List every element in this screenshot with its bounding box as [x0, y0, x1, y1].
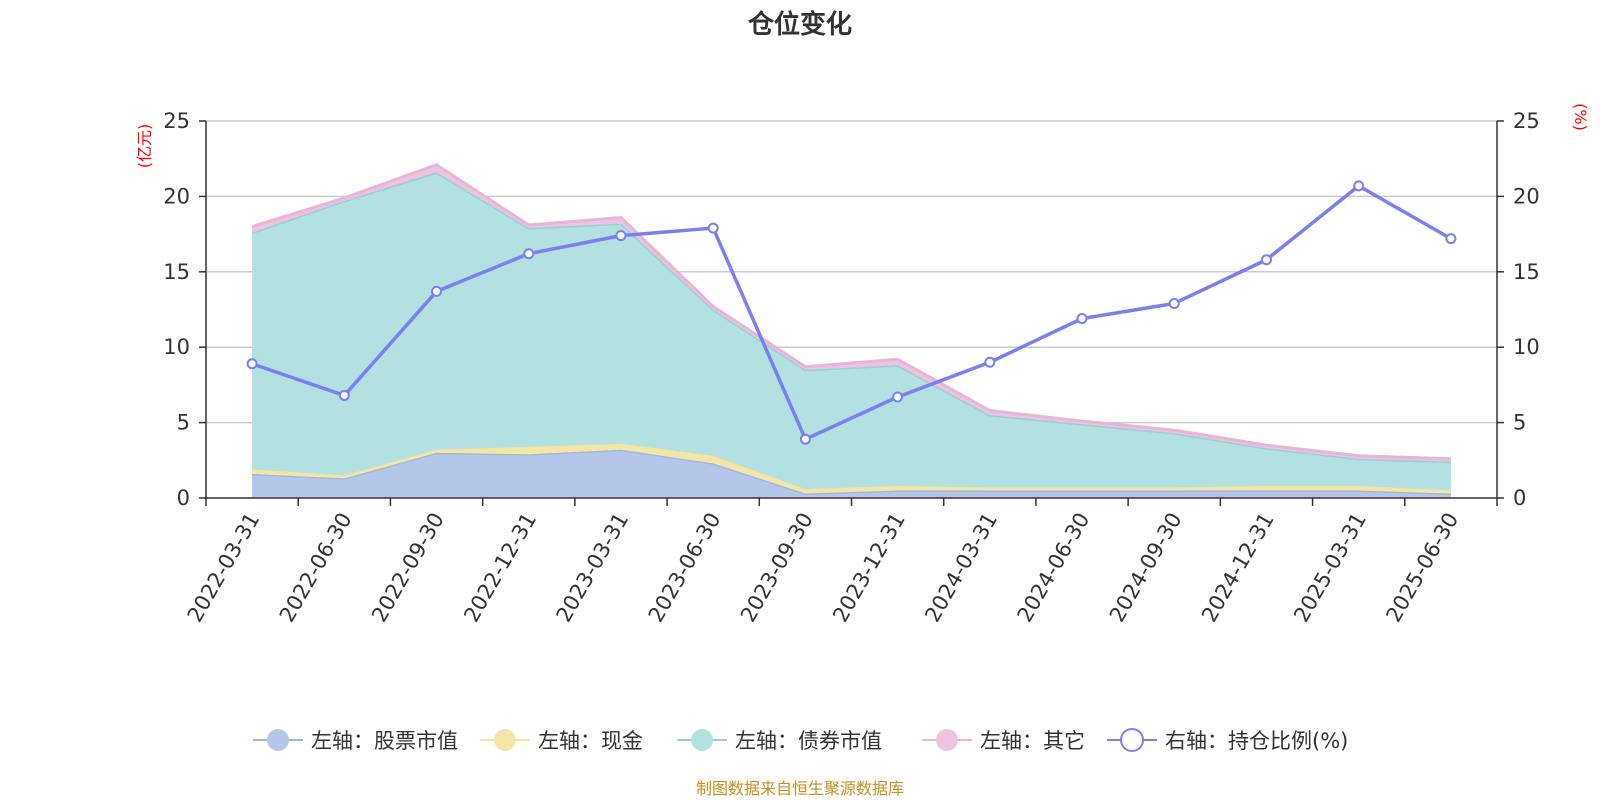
x-axis-tick-label: 2022-12-31: [459, 509, 541, 627]
x-axis-tick-label: 2024-03-31: [920, 509, 1002, 627]
area-series-4-edge: [251, 163, 1451, 461]
x-axis-tick-label: 2023-09-30: [736, 509, 818, 627]
legend-label: 左轴：现金: [538, 729, 643, 753]
x-axis-tick-label: 2024-12-31: [1197, 509, 1279, 627]
legend-item-1: 左轴：股票市值: [253, 729, 458, 753]
x-axis-tick-label: 2025-06-30: [1381, 509, 1463, 627]
legend-item-3: 左轴：债券市值: [677, 729, 882, 753]
ratio-point: [892, 391, 904, 403]
left-axis-tick-label: 0: [177, 486, 190, 510]
x-axis-tick-label: 2024-06-30: [1013, 509, 1095, 627]
x-axis-tick-label: 2023-03-31: [551, 509, 633, 627]
legend-marker: [494, 729, 516, 751]
legend-item-5: 右轴：持仓比例(%): [1107, 728, 1348, 753]
right-axis-tick-label: 25: [1513, 109, 1540, 133]
ratio-point: [523, 248, 535, 260]
stacked-areas: [251, 163, 1451, 498]
legend-marker: [691, 729, 713, 751]
legend: 左轴：股票市值 左轴：现金 左轴：债券市值 左轴：其它 右轴：持仓比例(%): [253, 728, 1348, 753]
ratio-point: [338, 389, 350, 401]
ratio-point: [1168, 297, 1180, 309]
ratio-point: [246, 358, 258, 370]
left-axis-tick-label: 5: [177, 411, 190, 435]
x-axis-tick-label: 2022-06-30: [275, 509, 357, 627]
right-axis-unit: (%): [1571, 103, 1590, 131]
legend-item-2: 左轴：现金: [480, 729, 643, 753]
ratio-point: [799, 433, 811, 445]
legend-label: 左轴：债券市值: [735, 729, 882, 753]
left-axis-tick-label: 20: [163, 184, 190, 208]
left-axis-unit: (亿元): [135, 124, 154, 169]
data-source-note: 制图数据来自恒生聚源数据库: [696, 779, 904, 798]
legend-item-4: 左轴：其它: [922, 729, 1085, 753]
legend-marker: [936, 729, 958, 751]
x-axis-tick-label: 2025-03-31: [1289, 509, 1371, 627]
ratio-point: [707, 222, 719, 234]
ratio-point: [615, 230, 627, 242]
x-axis-tick-label: 2024-09-30: [1105, 509, 1187, 627]
legend-label: 左轴：股票市值: [311, 729, 458, 753]
legend-marker: [1120, 728, 1144, 752]
x-axis-tick-label: 2022-03-31: [183, 509, 265, 627]
legend-marker: [267, 729, 289, 751]
left-axis-tick-label: 25: [163, 109, 190, 133]
area-series-3: [252, 172, 1451, 491]
x-axis-tick-label: 2023-12-31: [828, 509, 910, 627]
ratio-point: [431, 285, 443, 297]
ratio-line-layer: [246, 180, 1457, 445]
right-axis-tick-label: 20: [1513, 184, 1540, 208]
left-axis-tick-label: 15: [163, 260, 190, 284]
left-axis-tick-label: 10: [163, 335, 190, 359]
legend-label: 左轴：其它: [980, 729, 1085, 753]
area-series-2: [252, 443, 1451, 494]
ratio-point: [1353, 180, 1365, 192]
legend-label: 右轴：持仓比例(%): [1165, 729, 1348, 753]
right-axis-tick-label: 15: [1513, 260, 1540, 284]
area-series-1: [252, 449, 1451, 498]
ratio-point: [1445, 233, 1457, 245]
right-axis-tick-label: 0: [1513, 486, 1526, 510]
ratio-line: [251, 184, 1452, 441]
x-axis-tick-label: 2023-06-30: [644, 509, 726, 627]
chart-title: 仓位变化: [747, 9, 852, 40]
ratio-point: [984, 356, 996, 368]
ratio-point: [1260, 254, 1272, 266]
x-axis-tick-label: 2022-09-30: [367, 509, 449, 627]
ratio-point: [1076, 313, 1088, 325]
right-axis-tick-label: 10: [1513, 335, 1540, 359]
right-axis-tick-label: 5: [1513, 411, 1526, 435]
